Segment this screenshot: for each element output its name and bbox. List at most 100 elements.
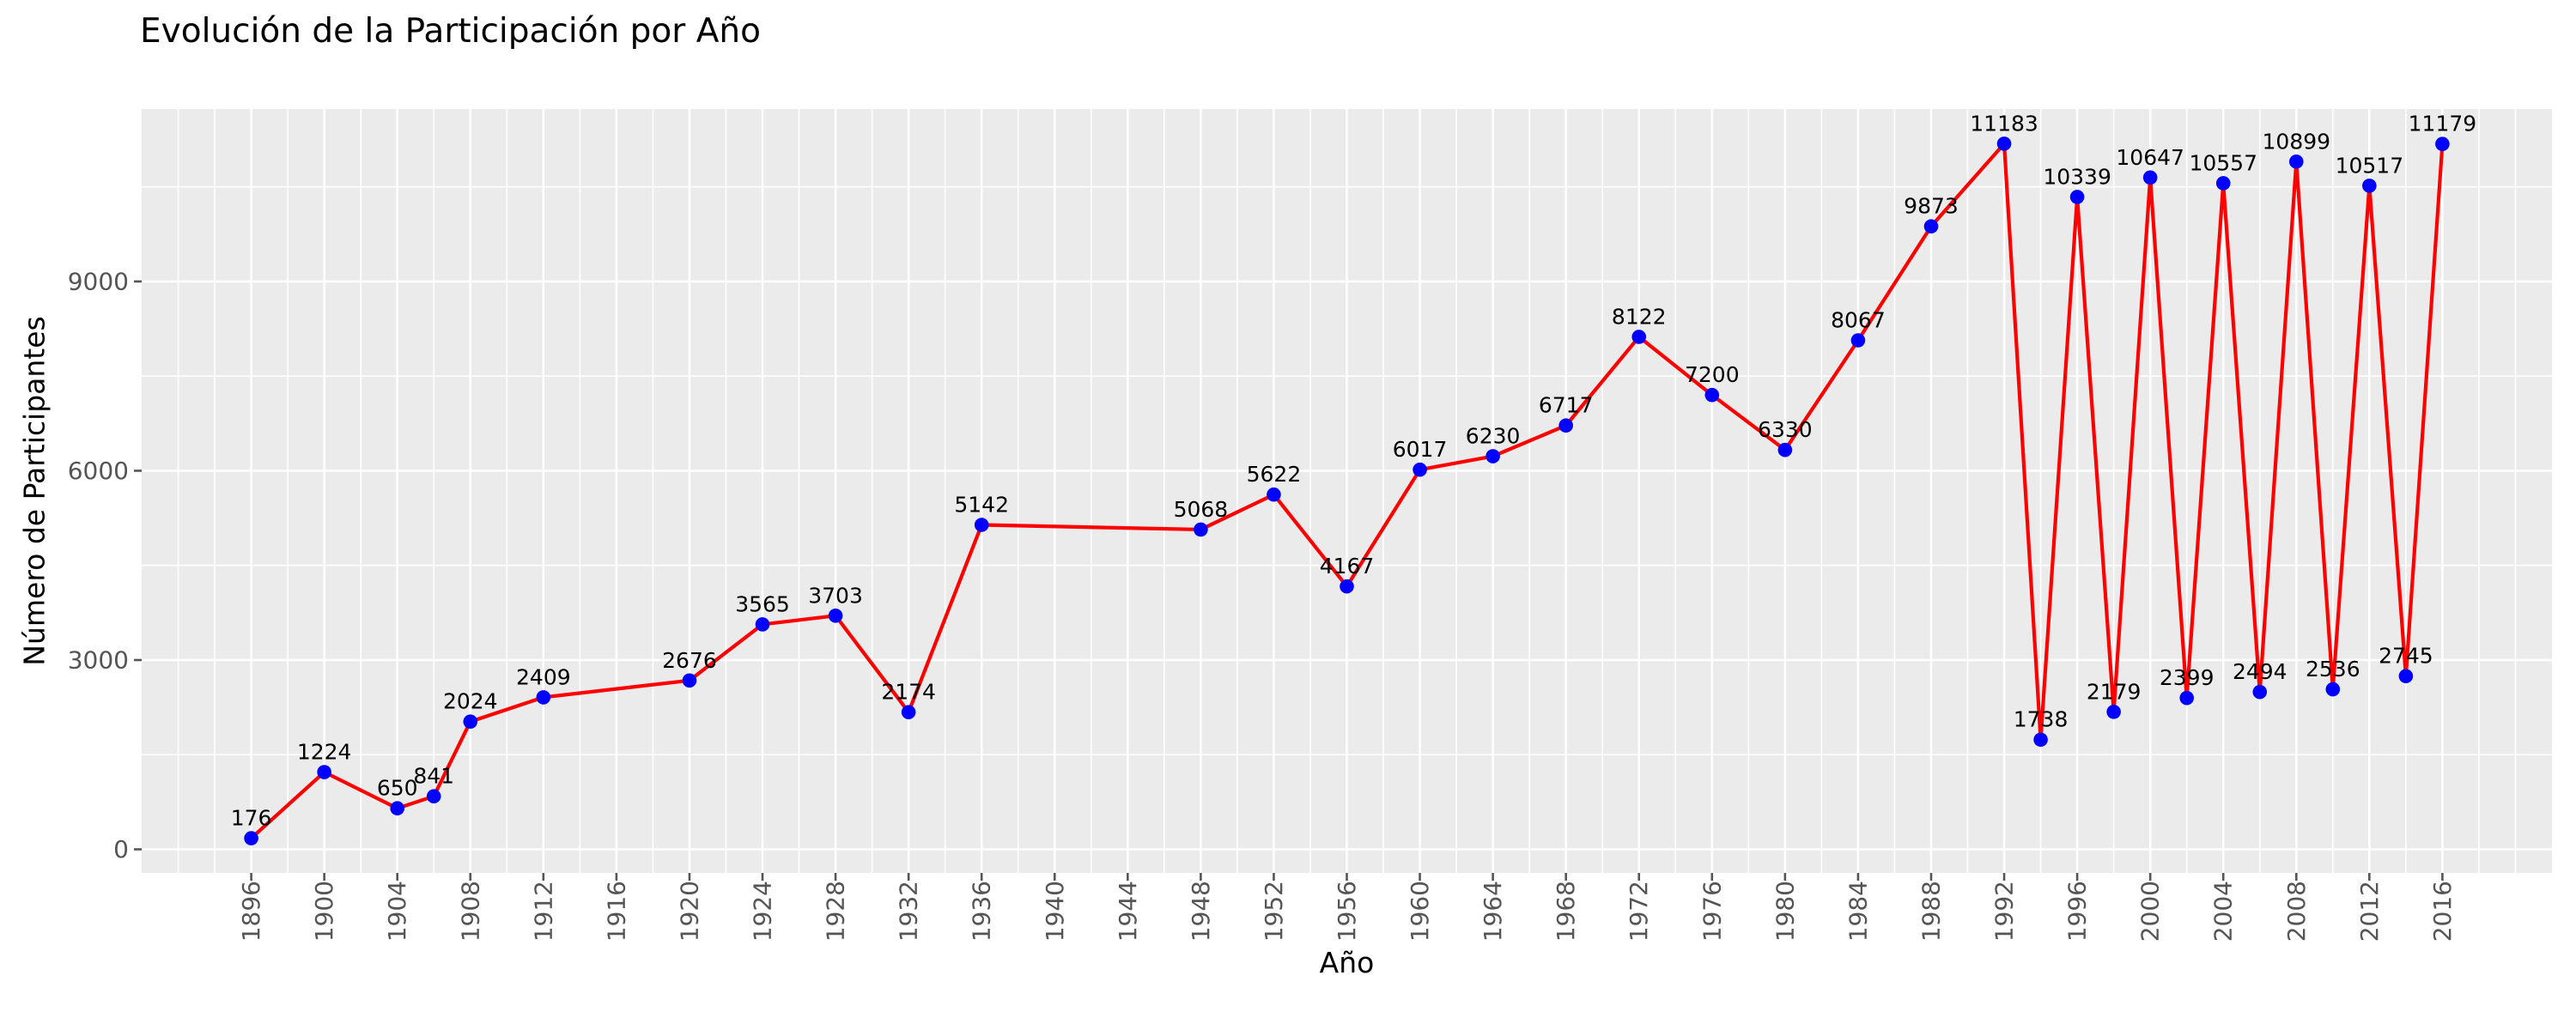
data-point-marker: [2288, 154, 2304, 169]
data-point-label: 10647: [2116, 145, 2184, 170]
data-point-marker: [828, 608, 843, 623]
data-point-label: 11179: [2409, 112, 2477, 136]
data-point-label: 2494: [2233, 659, 2287, 684]
data-point-marker: [317, 765, 331, 779]
x-tick-label: 1904: [383, 881, 411, 942]
chart-title: Evolución de la Participación por Año: [140, 12, 761, 51]
data-point-marker: [2069, 190, 2085, 204]
data-point-marker: [1194, 522, 1208, 537]
data-point-label: 2745: [2379, 644, 2433, 669]
data-point-label: 650: [377, 776, 418, 801]
data-point-marker: [2215, 176, 2231, 191]
data-point-label: 5142: [954, 493, 1009, 518]
data-point-marker: [1996, 136, 2012, 151]
x-tick-label: 1996: [2063, 881, 2092, 942]
data-point-label: 2179: [2087, 679, 2142, 704]
data-point-marker: [536, 690, 551, 705]
x-tick-label: 1912: [529, 881, 557, 942]
data-point-marker: [1777, 442, 1793, 457]
data-point-marker: [2398, 669, 2414, 684]
data-point-marker: [1558, 418, 1573, 433]
x-tick-label: 2016: [2428, 881, 2457, 942]
data-point-marker: [1631, 330, 1647, 344]
data-point-label: 8122: [1612, 304, 1667, 329]
x-tick-label: 1964: [1479, 881, 1507, 942]
data-point-label: 1738: [2014, 707, 2069, 732]
data-point-label: 2024: [443, 689, 498, 714]
data-point-marker: [1485, 449, 1500, 464]
data-point-label: 5068: [1174, 497, 1229, 522]
data-point-label: 3565: [735, 591, 790, 616]
x-tick-label: 1932: [895, 881, 923, 942]
data-point-marker: [390, 801, 405, 816]
data-point-marker: [1704, 387, 1720, 403]
x-tick-label: 1896: [237, 881, 265, 942]
data-point-marker: [426, 789, 441, 803]
data-point-label: 7200: [1685, 362, 1740, 387]
data-point-label: 8067: [1831, 307, 1886, 332]
y-tick-label: 3000: [68, 645, 129, 674]
y-tick-label: 9000: [68, 267, 129, 295]
x-tick-label: 2004: [2209, 881, 2238, 942]
x-tick-label: 1916: [602, 881, 630, 942]
data-point-marker: [2435, 136, 2450, 152]
x-tick-label: 1992: [1990, 881, 2019, 942]
y-tick-label: 6000: [68, 457, 129, 485]
data-point-marker: [2179, 690, 2194, 706]
data-point-marker: [2362, 179, 2377, 193]
data-point-marker: [755, 617, 770, 632]
data-point-marker: [2252, 684, 2268, 700]
x-axis-label: Año: [1319, 946, 1375, 979]
data-point-label: 6017: [1393, 437, 1448, 462]
data-point-label: 2174: [881, 680, 936, 705]
data-point-label: 6330: [1758, 417, 1813, 442]
x-tick-label: 1960: [1406, 881, 1434, 942]
data-point-label: 2399: [2160, 665, 2215, 690]
x-tick-label: 2008: [2282, 881, 2311, 942]
x-tick-label: 1900: [310, 881, 338, 942]
x-tick-label: 1956: [1333, 881, 1361, 942]
data-point-marker: [1413, 462, 1427, 477]
data-point-marker: [974, 518, 989, 532]
x-tick-label: 1924: [749, 881, 777, 942]
data-point-label: 2536: [2306, 657, 2360, 682]
x-tick-label: 1948: [1187, 881, 1215, 942]
data-point-marker: [901, 705, 916, 719]
data-point-marker: [1267, 487, 1281, 502]
data-point-label: 176: [231, 806, 272, 831]
data-point-marker: [2106, 705, 2121, 719]
data-point-label: 841: [413, 764, 454, 789]
x-tick-label: 1928: [822, 881, 850, 942]
data-point-marker: [2033, 732, 2048, 748]
data-point-marker: [1850, 333, 1866, 348]
x-tick-label: 1952: [1260, 881, 1288, 942]
data-point-label: 10899: [2263, 129, 2331, 154]
data-point-label: 10517: [2336, 153, 2404, 178]
x-tick-label: 1984: [1844, 881, 1872, 942]
data-point-marker: [1923, 219, 1939, 234]
data-point-label: 6717: [1539, 393, 1594, 418]
data-point-marker: [244, 831, 258, 845]
x-tick-label: 1936: [968, 881, 996, 942]
y-axis-label: Número de Participantes: [17, 316, 52, 666]
x-tick-label: 1944: [1114, 881, 1142, 942]
x-tick-label: 2012: [2355, 881, 2384, 942]
data-point-label: 10557: [2189, 150, 2257, 175]
y-tick-label: 0: [113, 835, 129, 863]
x-tick-label: 1968: [1552, 881, 1580, 942]
data-point-marker: [463, 714, 478, 730]
data-point-label: 2676: [662, 648, 717, 673]
x-tick-label: 1972: [1625, 881, 1653, 942]
data-point-label: 4167: [1320, 554, 1375, 579]
data-point-label: 2409: [516, 664, 571, 689]
data-point-label: 1224: [297, 740, 352, 765]
x-tick-label: 1988: [1917, 881, 1945, 942]
data-point-label: 3703: [808, 583, 863, 608]
x-tick-label: 1908: [456, 881, 484, 942]
data-point-label: 10339: [2043, 164, 2111, 189]
x-tick-label: 1920: [675, 881, 703, 942]
x-tick-label: 1940: [1041, 881, 1069, 942]
x-tick-label: 2000: [2136, 881, 2165, 942]
